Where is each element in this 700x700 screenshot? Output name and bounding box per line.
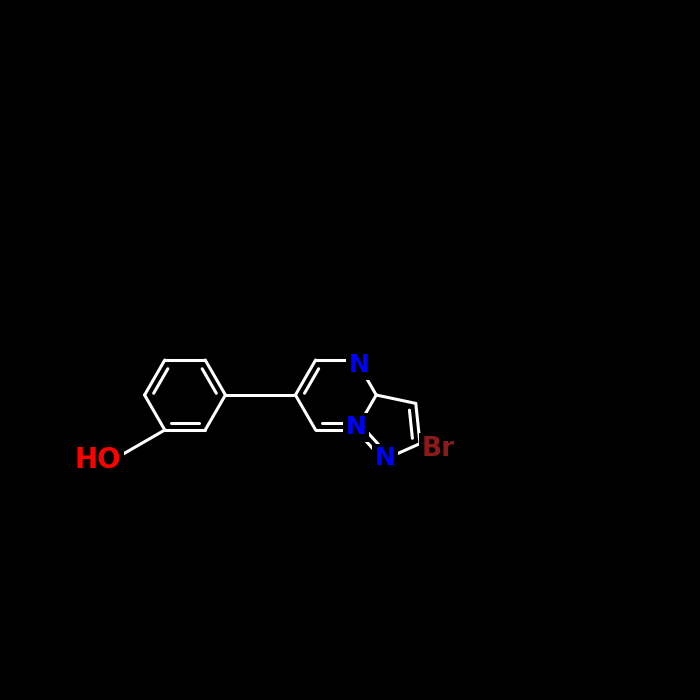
Text: N: N <box>374 446 395 470</box>
Text: HO: HO <box>75 445 122 473</box>
Text: N: N <box>349 353 370 377</box>
Text: N: N <box>346 415 367 439</box>
Text: Br: Br <box>421 435 454 461</box>
